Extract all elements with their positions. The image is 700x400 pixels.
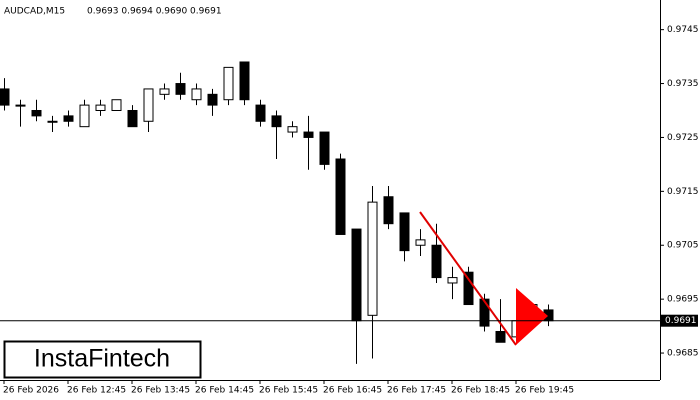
candle-body xyxy=(223,66,234,101)
candle-body xyxy=(175,83,186,95)
candle-body xyxy=(367,201,378,316)
y-tick-label: 0.9705 xyxy=(667,241,699,251)
x-tick-label: 26 Feb 12:45 xyxy=(67,386,126,396)
current-price-label: 0.9691 xyxy=(665,316,697,326)
y-tick-label: 0.9745 xyxy=(667,25,699,35)
y-tick-label: 0.9715 xyxy=(667,187,699,197)
logo-box xyxy=(3,340,202,379)
current-price-box xyxy=(661,314,698,327)
candle-body xyxy=(335,158,346,235)
candle-body xyxy=(143,88,154,122)
y-tick-label: 0.9695 xyxy=(667,295,699,305)
x-tick-label: 26 Feb 17:45 xyxy=(387,386,446,396)
y-tick-label: 0.9685 xyxy=(667,349,699,359)
candle-body xyxy=(255,104,266,122)
x-tick-label: 26 Feb 16:45 xyxy=(323,386,382,396)
candle-body xyxy=(383,196,394,225)
candle-body xyxy=(479,298,490,327)
candle-body xyxy=(63,115,74,122)
y-tick-label: 0.9725 xyxy=(667,133,699,143)
x-tick-label: 26 Feb 19:45 xyxy=(515,386,574,396)
candle-body xyxy=(79,104,90,128)
logo: InstaFintech xyxy=(34,345,170,373)
candle-body xyxy=(287,126,298,133)
candle-body xyxy=(319,131,330,165)
pennant xyxy=(516,288,548,345)
candle-body xyxy=(95,104,106,111)
x-tick-label: 26 Feb 2026 xyxy=(3,386,59,396)
candle-body xyxy=(239,61,250,101)
candle-body xyxy=(207,93,218,106)
candle-body xyxy=(271,115,282,128)
candle-body xyxy=(31,109,42,117)
chart-title: AUDCAD,M15 xyxy=(4,7,65,17)
candle-body xyxy=(191,88,202,101)
ohlc-header: 0.9693 0.9694 0.9690 0.9691 xyxy=(87,7,222,17)
x-tick-label: 26 Feb 13:45 xyxy=(131,386,190,396)
candle-body xyxy=(431,244,442,279)
x-tick-label: 26 Feb 15:45 xyxy=(259,386,318,396)
candle-body xyxy=(495,330,506,343)
candle-body xyxy=(399,212,410,252)
candle-body xyxy=(351,228,362,322)
candle-body xyxy=(463,271,474,306)
x-tick-label: 26 Feb 18:45 xyxy=(451,386,510,396)
y-tick-label: 0.9735 xyxy=(667,79,699,89)
plot xyxy=(0,61,554,364)
candle-body xyxy=(159,88,170,95)
candle-body xyxy=(0,88,10,106)
candle-body xyxy=(47,120,58,123)
candle-body xyxy=(111,99,122,111)
x-tick-label: 26 Feb 14:45 xyxy=(195,386,254,396)
candle-body xyxy=(447,277,458,284)
pattern-line xyxy=(419,211,517,346)
candle-body xyxy=(127,109,138,128)
candle-body xyxy=(415,239,426,246)
candle-body xyxy=(15,104,26,107)
candle-body xyxy=(303,131,314,138)
